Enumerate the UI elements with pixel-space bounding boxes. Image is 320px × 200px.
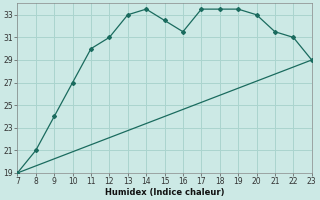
X-axis label: Humidex (Indice chaleur): Humidex (Indice chaleur) [105, 188, 224, 197]
